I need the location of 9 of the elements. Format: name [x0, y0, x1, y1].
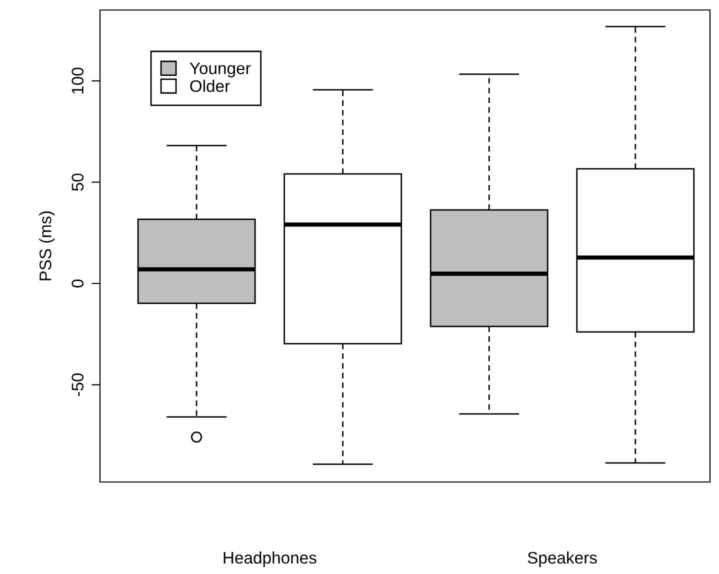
legend-label: Older [190, 80, 230, 92]
y-tick-label: 50 [72, 174, 84, 191]
x-tick-label: Headphones [224, 551, 316, 567]
legend-label: Younger [190, 62, 251, 78]
y-tick-label: 100 [72, 68, 84, 94]
y-tick-label: 0 [72, 279, 84, 288]
x-tick-label: Speakers [528, 551, 597, 567]
y-axis-title: PSS (ms) [39, 211, 55, 280]
y-tick-label: -50 [72, 373, 84, 396]
